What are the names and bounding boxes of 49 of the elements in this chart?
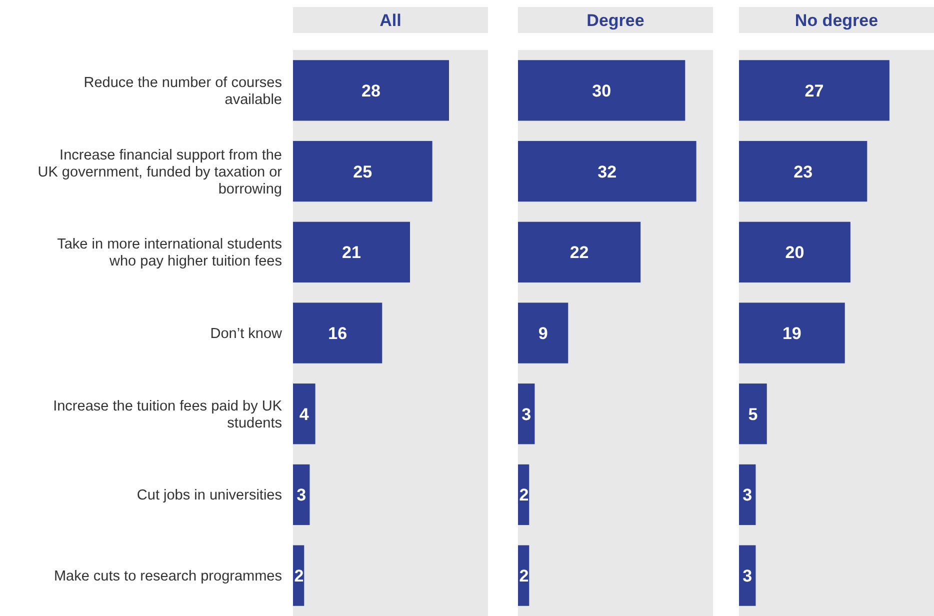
bar (739, 545, 756, 606)
bar (293, 302, 382, 364)
data-label: 28 (362, 81, 380, 100)
data-label: 19 (782, 324, 802, 343)
data-label: 20 (785, 243, 804, 262)
data-label: 3 (522, 404, 532, 424)
data-label: 23 (794, 162, 813, 182)
y-tick-label: Cut jobs in universities (136, 488, 282, 504)
data-label: 25 (353, 162, 372, 182)
data-label: 3 (296, 486, 306, 505)
y-tick-label: Increase financial support from the UK government, funded by taxation or borrowing (38, 147, 282, 198)
bar (518, 60, 686, 121)
data-label: 16 (328, 324, 348, 343)
data-label: 5 (748, 404, 758, 424)
chart-title: Degree (586, 11, 644, 30)
bar (518, 222, 641, 282)
data-label: 21 (342, 243, 361, 262)
y-tick-label: Don’t know (210, 326, 283, 342)
bar (518, 140, 696, 202)
data-label: 2 (294, 566, 304, 586)
bar (739, 222, 850, 282)
bar (739, 60, 890, 121)
y-tick-label: Make cuts to research programmes (54, 568, 282, 585)
bar (739, 384, 767, 444)
y-tick-label: Increase the tuition fees paid by UK students (53, 398, 282, 432)
bar (739, 140, 868, 202)
bar (293, 140, 432, 202)
y-tick-label: Take in more international students who pay higher tuition fees (57, 236, 282, 270)
chart-title: All (380, 11, 402, 30)
data-label: 4 (299, 404, 310, 424)
bar (293, 222, 410, 282)
bar (293, 384, 316, 444)
data-label: 22 (570, 243, 589, 262)
bar (293, 60, 449, 121)
bar (739, 464, 756, 526)
data-label: 9 (538, 324, 548, 343)
data-label: 30 (592, 81, 612, 100)
data-label: 2 (519, 486, 529, 505)
chart-title: No degree (794, 11, 878, 30)
bar (293, 464, 310, 526)
bar (518, 384, 535, 444)
data-label: 27 (804, 81, 824, 100)
data-label: 3 (742, 566, 752, 586)
data-label: 3 (742, 486, 752, 505)
y-tick-label: Reduce the number of courses available (84, 74, 282, 108)
data-label: 2 (519, 566, 529, 586)
bar (518, 302, 568, 364)
data-label: 32 (598, 162, 617, 182)
bar (739, 302, 845, 364)
